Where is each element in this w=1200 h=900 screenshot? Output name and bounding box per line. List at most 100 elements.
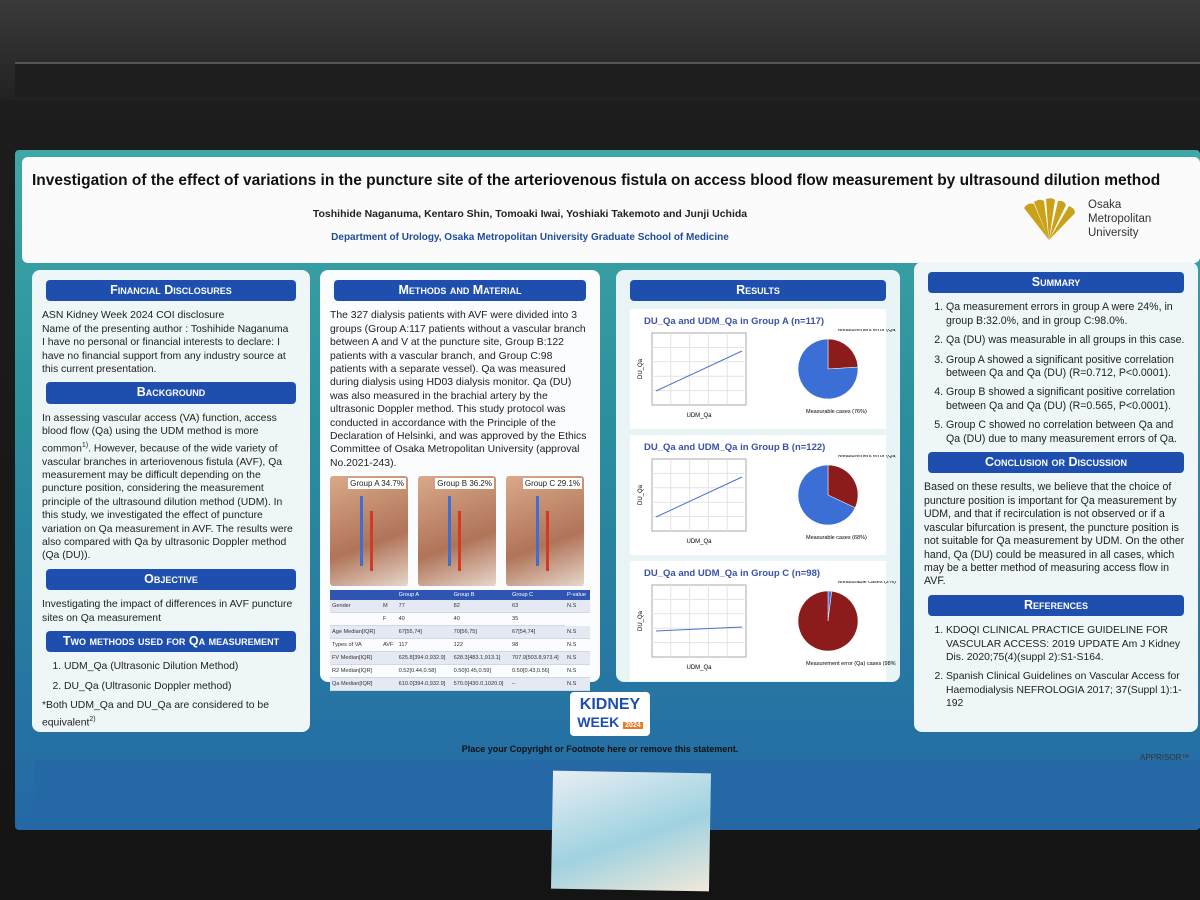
pie-label: Measurement error (Qa) cases (24%) — [838, 329, 896, 333]
background-text: In assessing vascular access (VA) functi… — [42, 412, 300, 563]
cell: 628.3[483.1,913.1] — [451, 651, 511, 666]
superscript: 2) — [89, 715, 96, 723]
cell: 117 — [396, 638, 452, 653]
row-label: FV Median[IQR] — [330, 651, 381, 666]
authors: Toshihide Naganuma, Kentaro Shin, Tomoak… — [312, 208, 748, 220]
cell: 70[56,75] — [451, 625, 511, 640]
header-cell: Group B — [451, 590, 511, 601]
text: In assessing vascular access (VA) functi… — [42, 412, 277, 455]
method-list: UDM_Qa (Ultrasonic Dilution Method) DU_Qa… — [42, 660, 300, 693]
table-row: Age Median[IQR] 67[55,74] 70[56,75] 67[54,7… — [330, 625, 590, 640]
result-box: DU_Qa and UDM_Qa in Group B (n=122) UDM_Q… — [630, 435, 896, 556]
summary-list: Qa measurement errors in group A were 24… — [924, 301, 1188, 446]
table-header-row: Group A Group B Group C P-value — [330, 590, 590, 601]
logo-text: Osaka Metropolitan University — [1088, 198, 1151, 240]
row-sublabel: M — [380, 600, 397, 614]
logo-line: Osaka — [1088, 199, 1122, 211]
table-row: Types of VA AVF 117 122 98 N.S — [330, 638, 590, 653]
photo-label: Group A 34.7% — [348, 478, 406, 490]
photo-row: Group A 34.7% Group B 36.2% Group C 29.1% — [330, 476, 590, 587]
list-item: DU_Qa (Ultrasonic Doppler method) — [64, 680, 300, 693]
cell: 707.9[503.8,973.4] — [510, 651, 566, 666]
vein-marker — [448, 496, 451, 567]
y-axis-label: DU_Qa — [638, 611, 644, 632]
pie-slice — [827, 339, 859, 370]
header-cell: Group A — [396, 590, 452, 601]
kidney-week-logo: KIDNEY WEEK 2024 — [570, 692, 650, 736]
section-heading: Two methods used for Qa measurement — [46, 631, 296, 653]
university-logo — [1024, 198, 1075, 240]
section-heading: Methods and Material — [334, 280, 586, 302]
cell: 40 — [396, 612, 452, 627]
cell: 67[54,74] — [510, 625, 566, 640]
list-item: KDOQI CLINICAL PRACTICE GUIDELINE FOR VA… — [946, 624, 1188, 664]
x-axis-label: UDM_Qa — [686, 539, 712, 545]
row-label: R2 Median[IQR] — [330, 664, 381, 679]
result-title: DU_Qa and UDM_Qa in Group B (n=122) — [644, 442, 826, 454]
row-label: Gender — [330, 600, 381, 614]
cell: 63 — [510, 600, 566, 614]
column-right: Summary Qa measurement errors in group A… — [914, 262, 1198, 732]
objective-text: Investigating the impact of differences … — [42, 599, 293, 624]
line: ASN Kidney Week 2024 COI disclosure — [42, 310, 225, 322]
cell: 122 — [451, 638, 511, 653]
affiliation: Department of Urology, Osaka Metropolita… — [331, 232, 729, 243]
artery-marker — [458, 511, 461, 572]
result-title: DU_Qa and UDM_Qa in Group C (n=98) — [644, 568, 821, 580]
result-figure: UDM_Qa DU_Qa Measurement error (Qa) cases … — [638, 455, 896, 545]
table-row: FV Median[IQR] 625.8[394.0,932.9] 628.3[48… — [330, 651, 590, 666]
rail — [15, 62, 1200, 98]
row-sublabel: AVF — [380, 638, 397, 653]
column-results: Results DU_Qa and UDM_Qa in Group A (n=1… — [616, 270, 900, 682]
y-axis-label: DU_Qa — [638, 485, 644, 506]
pie-slice — [827, 465, 859, 509]
copyright-note: Place your Copyright or Footnote here or… — [461, 744, 739, 754]
pie-label: Measurement error (Qa) cases (98%) — [806, 661, 896, 667]
section-heading: Summary — [928, 272, 1184, 294]
method-note: *Both UDM_Qa and DU_Qa are considered to… — [42, 699, 300, 729]
plot-frame — [651, 332, 747, 406]
pie-slice — [797, 591, 859, 652]
cell: 40 — [451, 612, 511, 627]
list-item: Group B showed a significant positive co… — [946, 386, 1188, 413]
line: Name of the presenting author : Toshihid… — [42, 323, 289, 335]
text: . However, because of the wide variety o… — [42, 443, 293, 562]
pie-slice — [797, 465, 856, 526]
poster-title: Investigation of the effect of variation… — [32, 172, 1161, 189]
cell: 67[55,74] — [396, 625, 452, 640]
row-label: Age Median[IQR] — [330, 625, 381, 640]
x-axis-label: UDM_Qa — [686, 665, 712, 671]
list-item: Qa (DU) was measurable in all groups in … — [946, 334, 1188, 347]
vein-marker — [536, 496, 539, 567]
poster-header — [22, 157, 1200, 263]
plot-frame — [651, 458, 747, 532]
artery-marker — [370, 511, 373, 572]
demographics-table: Group A Group B Group C P-value Gender M 77 82 6… — [330, 590, 590, 692]
logo-line: KIDNEY — [579, 696, 641, 713]
row-label — [330, 612, 381, 627]
logo-line: Metropolitan — [1088, 213, 1152, 225]
superscript: 1) — [81, 441, 89, 449]
pie-label: Measurable cases (68%) — [806, 535, 867, 541]
cell: 570.0[430.0,1020.0] — [451, 677, 511, 692]
section-heading: Results — [630, 280, 886, 302]
disclosure-text: ASN Kidney Week 2024 COI disclosure Name … — [42, 309, 300, 376]
pie-slice — [797, 339, 859, 400]
list-item: Group A showed a significant positive co… — [946, 354, 1188, 381]
result-figure: UDM_Qa DU_Qa Measurement error (Qa) cases … — [638, 329, 896, 419]
pie-label: Measurement error (Qa) cases (32%) — [838, 455, 896, 459]
header-cell: P-value — [565, 590, 590, 601]
cell: N.S — [565, 625, 590, 640]
row-label: Qa Median[IQR] — [330, 677, 381, 692]
row-sublabel — [380, 664, 397, 679]
trend-line — [655, 350, 743, 392]
plot-frame — [651, 584, 747, 658]
row-label: Types of VA — [330, 638, 381, 653]
table-row: R2 Median[IQR] 0.52[0.44,0.58] 0.50[0.45,0… — [330, 664, 590, 679]
photo-label: Group C 29.1% — [522, 478, 582, 490]
cell: 0.52[0.44,0.58] — [396, 664, 452, 679]
pie-label: Measurable cases (2%) — [838, 581, 896, 585]
cell: 82 — [451, 600, 511, 614]
cell: 77 — [396, 600, 452, 614]
